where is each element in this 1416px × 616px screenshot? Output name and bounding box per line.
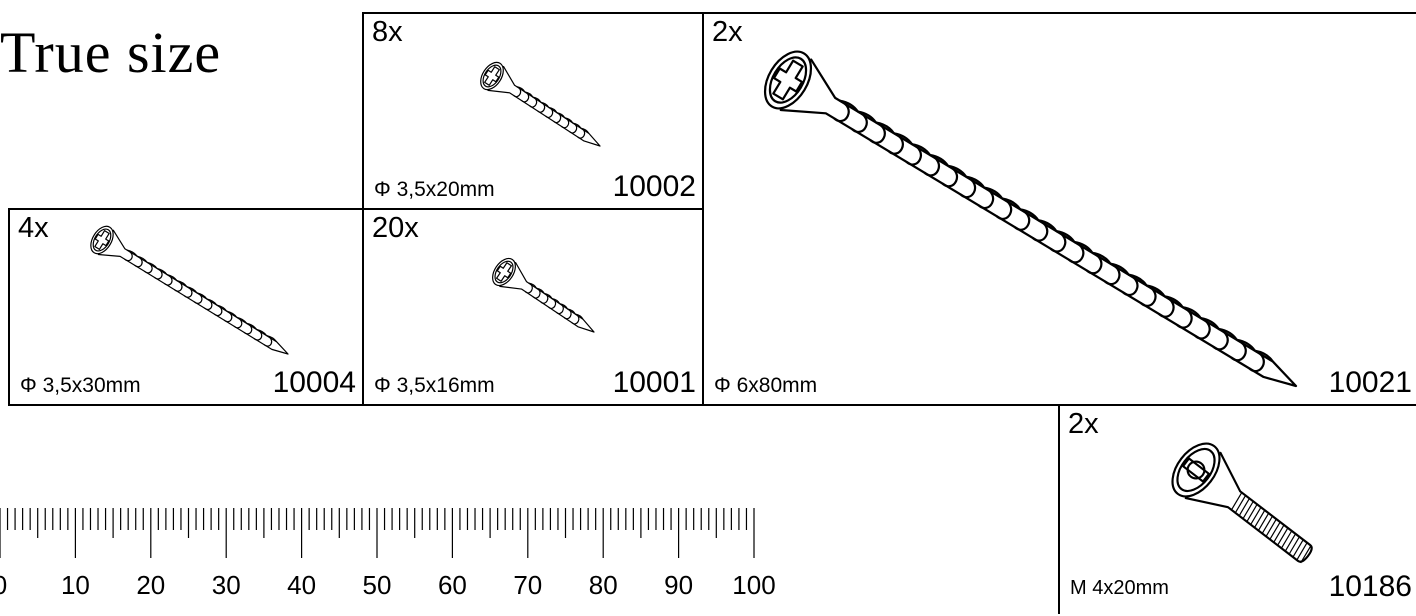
ruler-label: 100 [732, 570, 775, 598]
part-code: 10002 [612, 170, 696, 203]
wood-screw-icon [90, 225, 289, 355]
ruler-label: 10 [61, 570, 90, 598]
ruler-label: 40 [287, 570, 316, 598]
ruler-label: 80 [589, 570, 618, 598]
part-size: Φ 3,5x30mm [20, 374, 141, 397]
part-code: 10021 [1328, 366, 1412, 399]
ruler-label: 90 [664, 570, 693, 598]
part-quantity: 2x [1068, 408, 1099, 440]
part-size: Φ 6x80mm [714, 374, 818, 397]
part-quantity: 20x [372, 212, 419, 244]
page-title: True size [0, 20, 222, 85]
part-quantity: 4x [18, 212, 49, 244]
part-quantity: 2x [712, 16, 743, 48]
ruler-label: 50 [363, 570, 392, 598]
wood-screw-icon [492, 257, 595, 333]
ruler-label: 20 [136, 570, 165, 598]
part-code: 10186 [1328, 570, 1412, 603]
ruler-label: 70 [513, 570, 542, 598]
part-code: 10001 [612, 366, 696, 399]
ruler-label: 0 [0, 570, 7, 598]
ruler-label: 60 [438, 570, 467, 598]
part-card-10001: 20x Φ 3,5x16mm 10001 [362, 208, 704, 406]
part-card-10186: 2x M 4x20mm 10186 [1058, 404, 1416, 614]
machine-screw-icon [1171, 442, 1313, 564]
wood-screw-icon [763, 50, 1298, 388]
part-size: Φ 3,5x20mm [374, 178, 495, 201]
mm-ruler: 0 10 20 30 40 50 60 70 80 90 100 [0, 508, 776, 598]
wood-screw-icon [480, 61, 601, 147]
ruler-label: 30 [212, 570, 241, 598]
part-quantity: 8x [372, 16, 403, 48]
part-size: Φ 3,5x16mm [374, 374, 495, 397]
part-size: M 4x20mm [1070, 577, 1169, 599]
part-code: 10004 [272, 366, 356, 399]
part-card-10004: 4x Φ 3,5x30mm 10004 [8, 208, 364, 406]
part-card-10021: 2x Φ 6x80mm 10021 [702, 12, 1416, 406]
part-card-10002: 8x Φ 3,5x20mm 10002 [362, 12, 704, 210]
